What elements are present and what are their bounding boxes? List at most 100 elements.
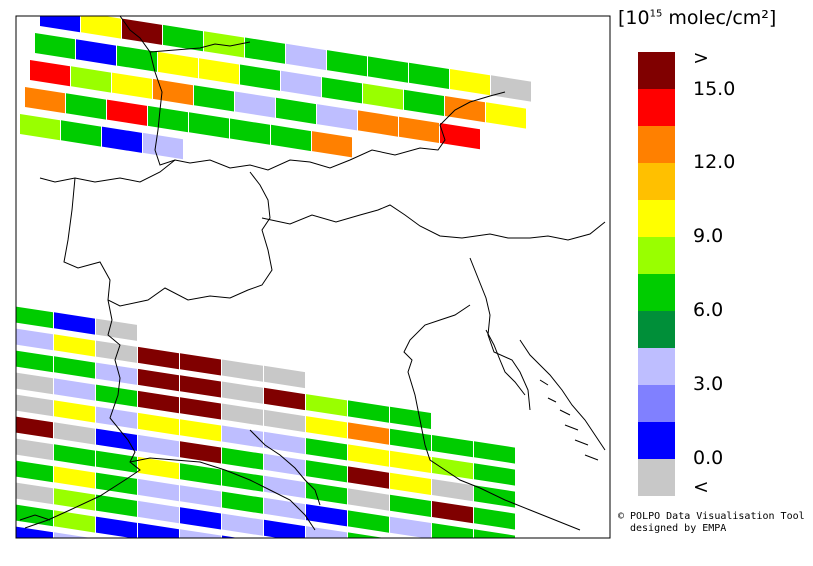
swath-pixel [138, 522, 179, 538]
swath-pixel [112, 72, 152, 99]
swath-pixel [271, 124, 311, 152]
colorbar-tick-label: 9.0 [693, 225, 724, 247]
swath-pixel [153, 78, 193, 106]
colorbar-tick-label: < [693, 476, 709, 498]
swath-pixel [306, 460, 347, 483]
swath-pixel [180, 551, 221, 566]
colorbar-segment [638, 348, 675, 385]
swath-pixel [61, 120, 101, 147]
swath-pixel [474, 485, 515, 508]
colorbar-segment [638, 237, 675, 274]
colorbar-segment [638, 459, 675, 496]
swath-pixel [102, 126, 142, 153]
swath-pixel [180, 419, 221, 442]
swath-pixel [40, 16, 80, 33]
swath-pixel [96, 406, 137, 429]
swath-pixel [138, 346, 179, 370]
swath-pixel [54, 334, 95, 357]
tropomi-swaths [16, 16, 531, 566]
swath-pixel [474, 507, 515, 530]
swath-pixel [16, 394, 53, 417]
swath-pixel [450, 69, 490, 96]
swath-pixel [16, 350, 53, 373]
swath-pixel [486, 102, 526, 129]
swath-pixel [54, 444, 95, 467]
swath-pixel [138, 434, 179, 458]
swath-pixel [235, 91, 275, 118]
swath-pixel [240, 64, 280, 91]
swath-pixel [306, 394, 347, 417]
coast-ligurian [129, 457, 316, 531]
border-italy-france [24, 299, 141, 529]
swath-pixel [96, 472, 137, 495]
swath-pixel [96, 340, 137, 363]
swath-pixel [16, 306, 53, 329]
swath-pixel [81, 16, 121, 39]
swath-pixel [180, 507, 221, 530]
swath-pixel [54, 356, 95, 379]
colorbar-segment [638, 385, 675, 422]
swath-pixel [348, 444, 389, 467]
swath-pixel [96, 384, 137, 407]
colorbar-tick-label: 6.0 [693, 299, 724, 321]
swath-pixel [138, 412, 179, 436]
swath-pixel [390, 472, 431, 495]
colorbar-tick-label: > [693, 47, 709, 69]
swath-pixel [54, 378, 95, 401]
swath-pixel [222, 491, 263, 514]
swath-pixel [180, 463, 221, 486]
country-borders [19, 16, 606, 531]
swath-pixel [281, 70, 321, 98]
swath-pixel [222, 425, 263, 448]
swath-pixel [348, 466, 389, 489]
border-switzerland-north [39, 159, 176, 183]
swath-pixel [16, 416, 53, 439]
map-frame [15, 15, 611, 539]
colorbar-segment [638, 200, 675, 237]
swath-pixel [54, 400, 95, 423]
swath-pixel [390, 516, 431, 538]
swath-pixel [16, 504, 53, 527]
swath-pixel [96, 428, 137, 451]
swath-pixel [222, 558, 263, 566]
swath-pixel [20, 114, 60, 141]
swath-pixel [264, 387, 305, 411]
swath-pixel [180, 353, 221, 376]
swath-pixel [222, 447, 263, 470]
swath-pixel [54, 466, 95, 489]
swath-pixel [264, 431, 305, 455]
swath-pixel [368, 56, 408, 83]
swath-pixel [35, 33, 75, 60]
swath-pixel [180, 375, 221, 398]
swath-pixel [117, 45, 157, 72]
swath-pixel [138, 390, 179, 414]
swath-pixel [432, 545, 473, 566]
colorbar-segment [638, 274, 675, 311]
swath-pixel [348, 554, 389, 566]
swath-pixel [306, 548, 347, 566]
swath-pixel [264, 497, 305, 521]
colorbar-segment [638, 126, 675, 163]
swath-pixel [245, 37, 285, 64]
swath-pixel [230, 118, 270, 145]
swath-pixel [432, 523, 473, 538]
swath-pixel [390, 406, 431, 429]
swath-pixel [16, 328, 53, 351]
border-tuscany [249, 429, 321, 506]
swath-pixel [276, 97, 316, 125]
swath-pixel [306, 526, 347, 538]
colorbar-tick-label: 15.0 [693, 78, 736, 100]
swath-pixel [54, 510, 95, 533]
swath-pixel [180, 441, 221, 464]
swath-pixel [322, 77, 362, 104]
swath-pixel [306, 416, 347, 439]
colorbar-segment [638, 311, 675, 348]
colorbar-segment [638, 163, 675, 200]
border-germany-austria [119, 16, 506, 171]
swath-pixel [432, 479, 473, 502]
colorbar-tick-label: 0.0 [693, 447, 724, 469]
swath-pixel [491, 75, 531, 102]
border-slovenia-croatia [469, 257, 531, 411]
swath-pixel [16, 372, 53, 395]
swath-pixel [222, 403, 263, 426]
